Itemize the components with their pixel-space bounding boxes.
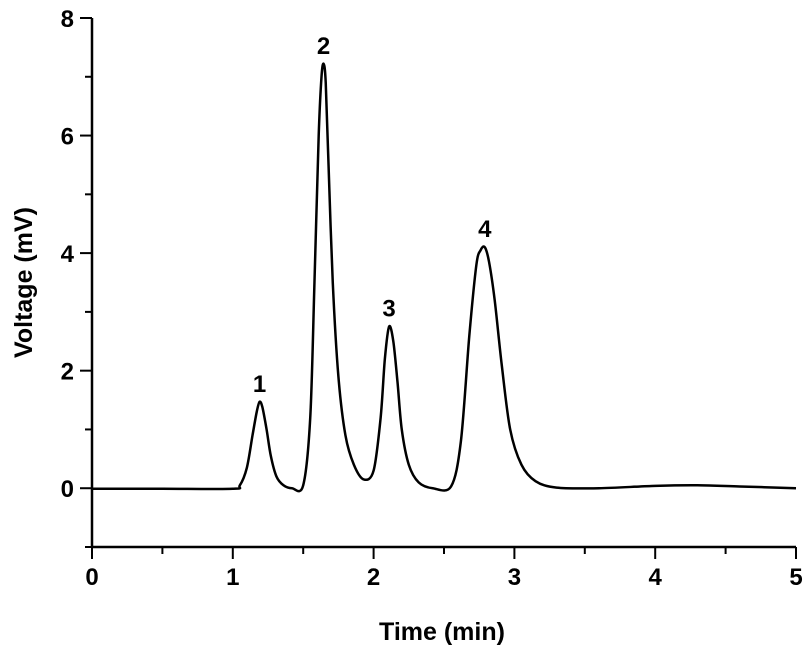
y-tick-label: 2: [61, 359, 74, 386]
x-axis-title: Time (min): [379, 618, 505, 646]
x-tick-label: 3: [508, 564, 521, 591]
x-axis-ticks: 0 1 2 3 4 5: [85, 547, 803, 591]
y-axis-ticks: 0 2 4 6 8: [61, 6, 92, 548]
x-tick-label: 5: [789, 564, 802, 591]
peak-label-3: 3: [382, 296, 395, 323]
peak-label-4: 4: [478, 216, 492, 243]
y-tick-label: 0: [61, 476, 74, 503]
peak-labels: 1 2 3 4: [253, 33, 492, 398]
axes: [90, 18, 796, 549]
peak-label-1: 1: [253, 371, 266, 398]
y-tick-label: 4: [61, 241, 75, 268]
x-tick-label: 2: [367, 564, 380, 591]
peak-label-2: 2: [317, 33, 330, 60]
x-tick-label: 4: [649, 564, 663, 591]
x-tick-label: 0: [85, 564, 98, 591]
x-tick-label: 1: [226, 564, 239, 591]
y-axis-title: Voltage (mV): [10, 207, 38, 358]
series-line: [92, 62, 797, 493]
y-tick-label: 8: [61, 6, 74, 33]
y-tick-label: 6: [61, 124, 74, 151]
